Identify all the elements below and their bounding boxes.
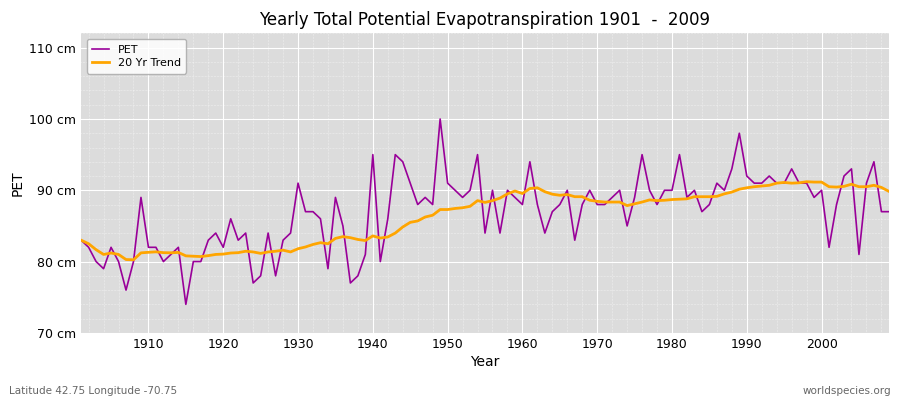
Title: Yearly Total Potential Evapotranspiration 1901  -  2009: Yearly Total Potential Evapotranspiratio… <box>259 11 710 29</box>
20 Yr Trend <box>801 179 812 184</box>
20 Yr Trend <box>353 237 364 242</box>
X-axis label: Year: Year <box>471 355 500 369</box>
PET <box>884 209 895 214</box>
PET <box>180 302 191 307</box>
Legend: PET, 20 Yr Trend: PET, 20 Yr Trend <box>86 39 186 74</box>
PET <box>525 159 535 164</box>
PET <box>532 202 543 207</box>
20 Yr Trend <box>614 200 625 204</box>
Y-axis label: PET: PET <box>11 170 25 196</box>
Text: worldspecies.org: worldspecies.org <box>803 386 891 396</box>
PET <box>353 274 364 278</box>
PET <box>308 209 319 214</box>
PET <box>435 116 446 121</box>
20 Yr Trend <box>517 191 527 196</box>
Line: PET: PET <box>81 119 889 304</box>
PET <box>76 238 86 242</box>
20 Yr Trend <box>884 189 895 194</box>
20 Yr Trend <box>128 257 139 262</box>
20 Yr Trend <box>143 250 154 255</box>
PET <box>622 224 633 228</box>
PET <box>136 195 147 200</box>
Text: Latitude 42.75 Longitude -70.75: Latitude 42.75 Longitude -70.75 <box>9 386 177 396</box>
20 Yr Trend <box>76 238 86 242</box>
20 Yr Trend <box>308 242 319 247</box>
20 Yr Trend <box>525 186 535 191</box>
Line: 20 Yr Trend: 20 Yr Trend <box>81 182 889 260</box>
